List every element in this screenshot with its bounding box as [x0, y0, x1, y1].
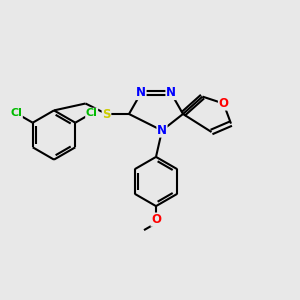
- Text: N: N: [157, 124, 167, 137]
- Text: S: S: [102, 107, 111, 121]
- Text: N: N: [136, 86, 146, 100]
- Text: N: N: [166, 86, 176, 100]
- Text: O: O: [218, 97, 229, 110]
- Text: O: O: [151, 213, 161, 226]
- Text: Cl: Cl: [11, 108, 22, 118]
- Text: Cl: Cl: [86, 108, 98, 118]
